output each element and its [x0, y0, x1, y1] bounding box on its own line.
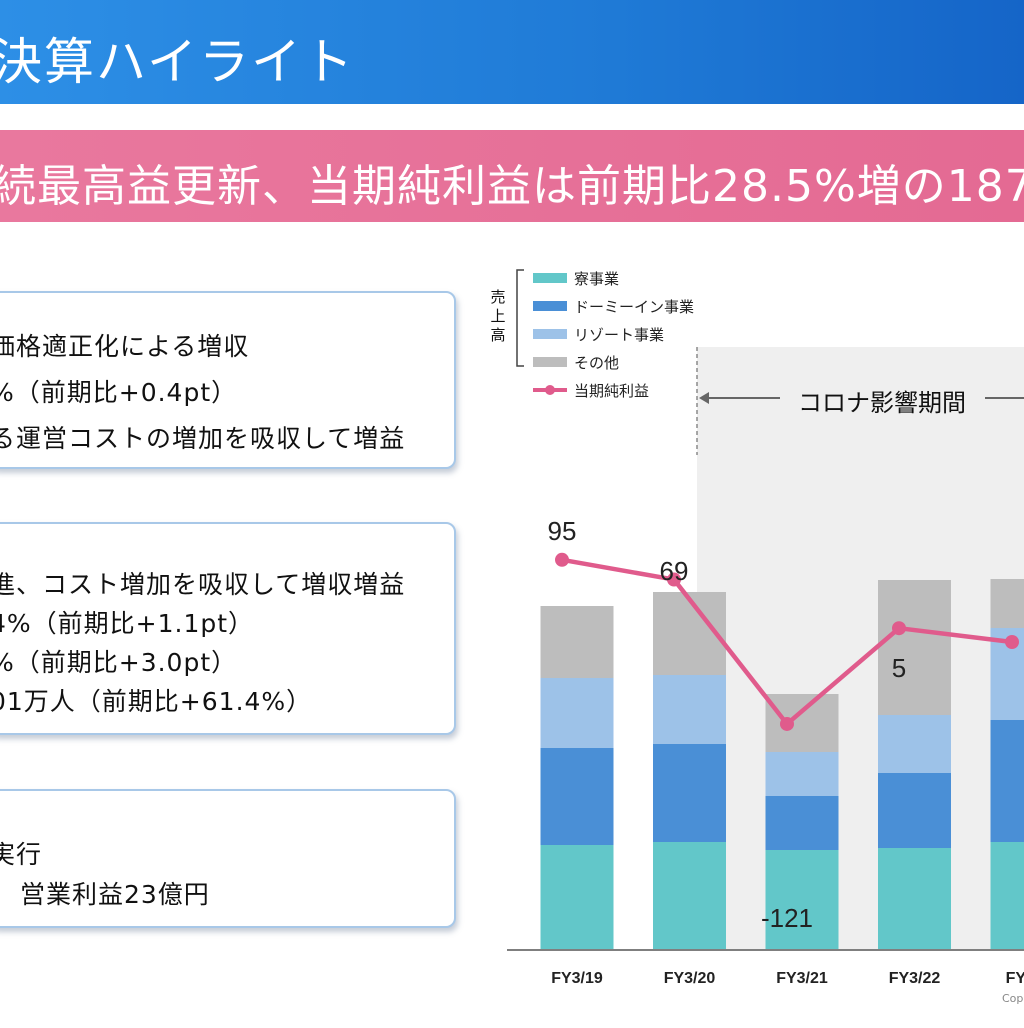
- legend-label-3: リゾート事業: [574, 326, 664, 344]
- legend-swatch-2: [533, 301, 567, 311]
- box-1-line-1: 価格適正化による増収: [0, 327, 249, 363]
- bar-1-2: [653, 842, 726, 949]
- covid-shaded-region: [697, 347, 1024, 949]
- bar-2-5: [991, 720, 1024, 842]
- legend-label-2: ドーミーイン事業: [574, 298, 694, 316]
- net-profit-label-4: 5: [892, 653, 906, 683]
- bar-2-4: [878, 773, 951, 848]
- bar-3-4: [878, 715, 951, 773]
- x-tick-label-1: FY3/19: [551, 970, 603, 987]
- legend-label-1: 寮事業: [574, 270, 619, 288]
- x-tick-label-2: FY3/20: [664, 970, 716, 987]
- box-2-line-2: 4%（前期比+1.1pt）: [0, 604, 254, 640]
- highlight-box-1: 価格適正化による増収 %（前期比+0.4pt） る運営コストの増加を吸収して増益: [0, 291, 456, 469]
- net-profit-point-4: [892, 621, 906, 635]
- net-profit-label-1: 95: [548, 516, 577, 546]
- box-1-line-3: る運営コストの増加を吸収して増益: [0, 419, 405, 455]
- bar-4-3: [766, 694, 839, 752]
- legend-line-label: 当期純利益: [574, 382, 649, 400]
- bar-3-2: [653, 675, 726, 744]
- bar-1-3: [766, 850, 839, 949]
- box-2-line-4: 01万人（前期比+61.4%）: [0, 682, 312, 718]
- x-tick-label-3: FY3/21: [776, 970, 828, 987]
- x-tick-label-4: FY3/22: [889, 970, 941, 987]
- net-profit-point-3: [780, 717, 794, 731]
- legend-swatch-3: [533, 329, 567, 339]
- legend-swatch-1: [533, 273, 567, 283]
- box-3-line-1: 実行: [0, 835, 42, 871]
- bar-1-4: [878, 848, 951, 949]
- legend-line-marker: [545, 385, 555, 395]
- bar-1-1: [541, 845, 614, 949]
- highlight-box-2: 進、コスト増加を吸収して増収増益 4%（前期比+1.1pt） %（前期比+3.0…: [0, 522, 456, 735]
- copyright-text: Cop: [1002, 992, 1023, 1005]
- x-tick-label-5: FY3/2: [1006, 970, 1024, 987]
- net-profit-label-2: 69: [660, 556, 689, 586]
- sales-group-label-char-1: 売: [490, 288, 505, 306]
- sales-legend-bracket: [517, 270, 524, 366]
- net-profit-label-3: -121: [761, 903, 813, 933]
- sales-group-label-char-2: 上: [490, 307, 505, 325]
- legend-swatch-4: [533, 357, 567, 367]
- box-2-line-1: 進、コスト増加を吸収して増収増益: [0, 565, 405, 601]
- sales-group-label-char-3: 高: [490, 326, 505, 344]
- banner-text: 続最高益更新、当期純利益は前期比28.5%増の187: [0, 150, 1024, 214]
- net-profit-point-1: [555, 553, 569, 567]
- net-profit-point-5: [1005, 635, 1019, 649]
- covid-period-label: コロナ影響期間: [798, 389, 966, 417]
- bar-3-3: [766, 752, 839, 796]
- bar-1-5: [991, 842, 1024, 949]
- bar-2-2: [653, 744, 726, 842]
- bar-3-1: [541, 678, 614, 748]
- legend-label-4: その他: [574, 354, 619, 372]
- summary-banner: 続最高益更新、当期純利益は前期比28.5%増の187: [0, 130, 1024, 222]
- bar-4-4: [878, 580, 951, 715]
- bar-4-5: [991, 579, 1024, 628]
- box-2-line-3: %（前期比+3.0pt）: [0, 643, 237, 679]
- header-bar: 決算ハイライト: [0, 0, 1024, 104]
- bar-2-3: [766, 796, 839, 850]
- box-1-line-2: %（前期比+0.4pt）: [0, 373, 237, 409]
- sales-profit-chart: FY3/19FY3/20FY3/21FY3/22FY3/29569-121542…: [470, 250, 1024, 1024]
- chart-svg: FY3/19FY3/20FY3/21FY3/22FY3/29569-121542…: [470, 250, 1024, 1024]
- highlight-box-3: 実行 営業利益23億円: [0, 789, 456, 928]
- page-title: 決算ハイライト: [0, 22, 355, 94]
- box-3-line-2: 営業利益23億円: [20, 875, 210, 911]
- bar-2-1: [541, 748, 614, 845]
- bar-4-1: [541, 606, 614, 678]
